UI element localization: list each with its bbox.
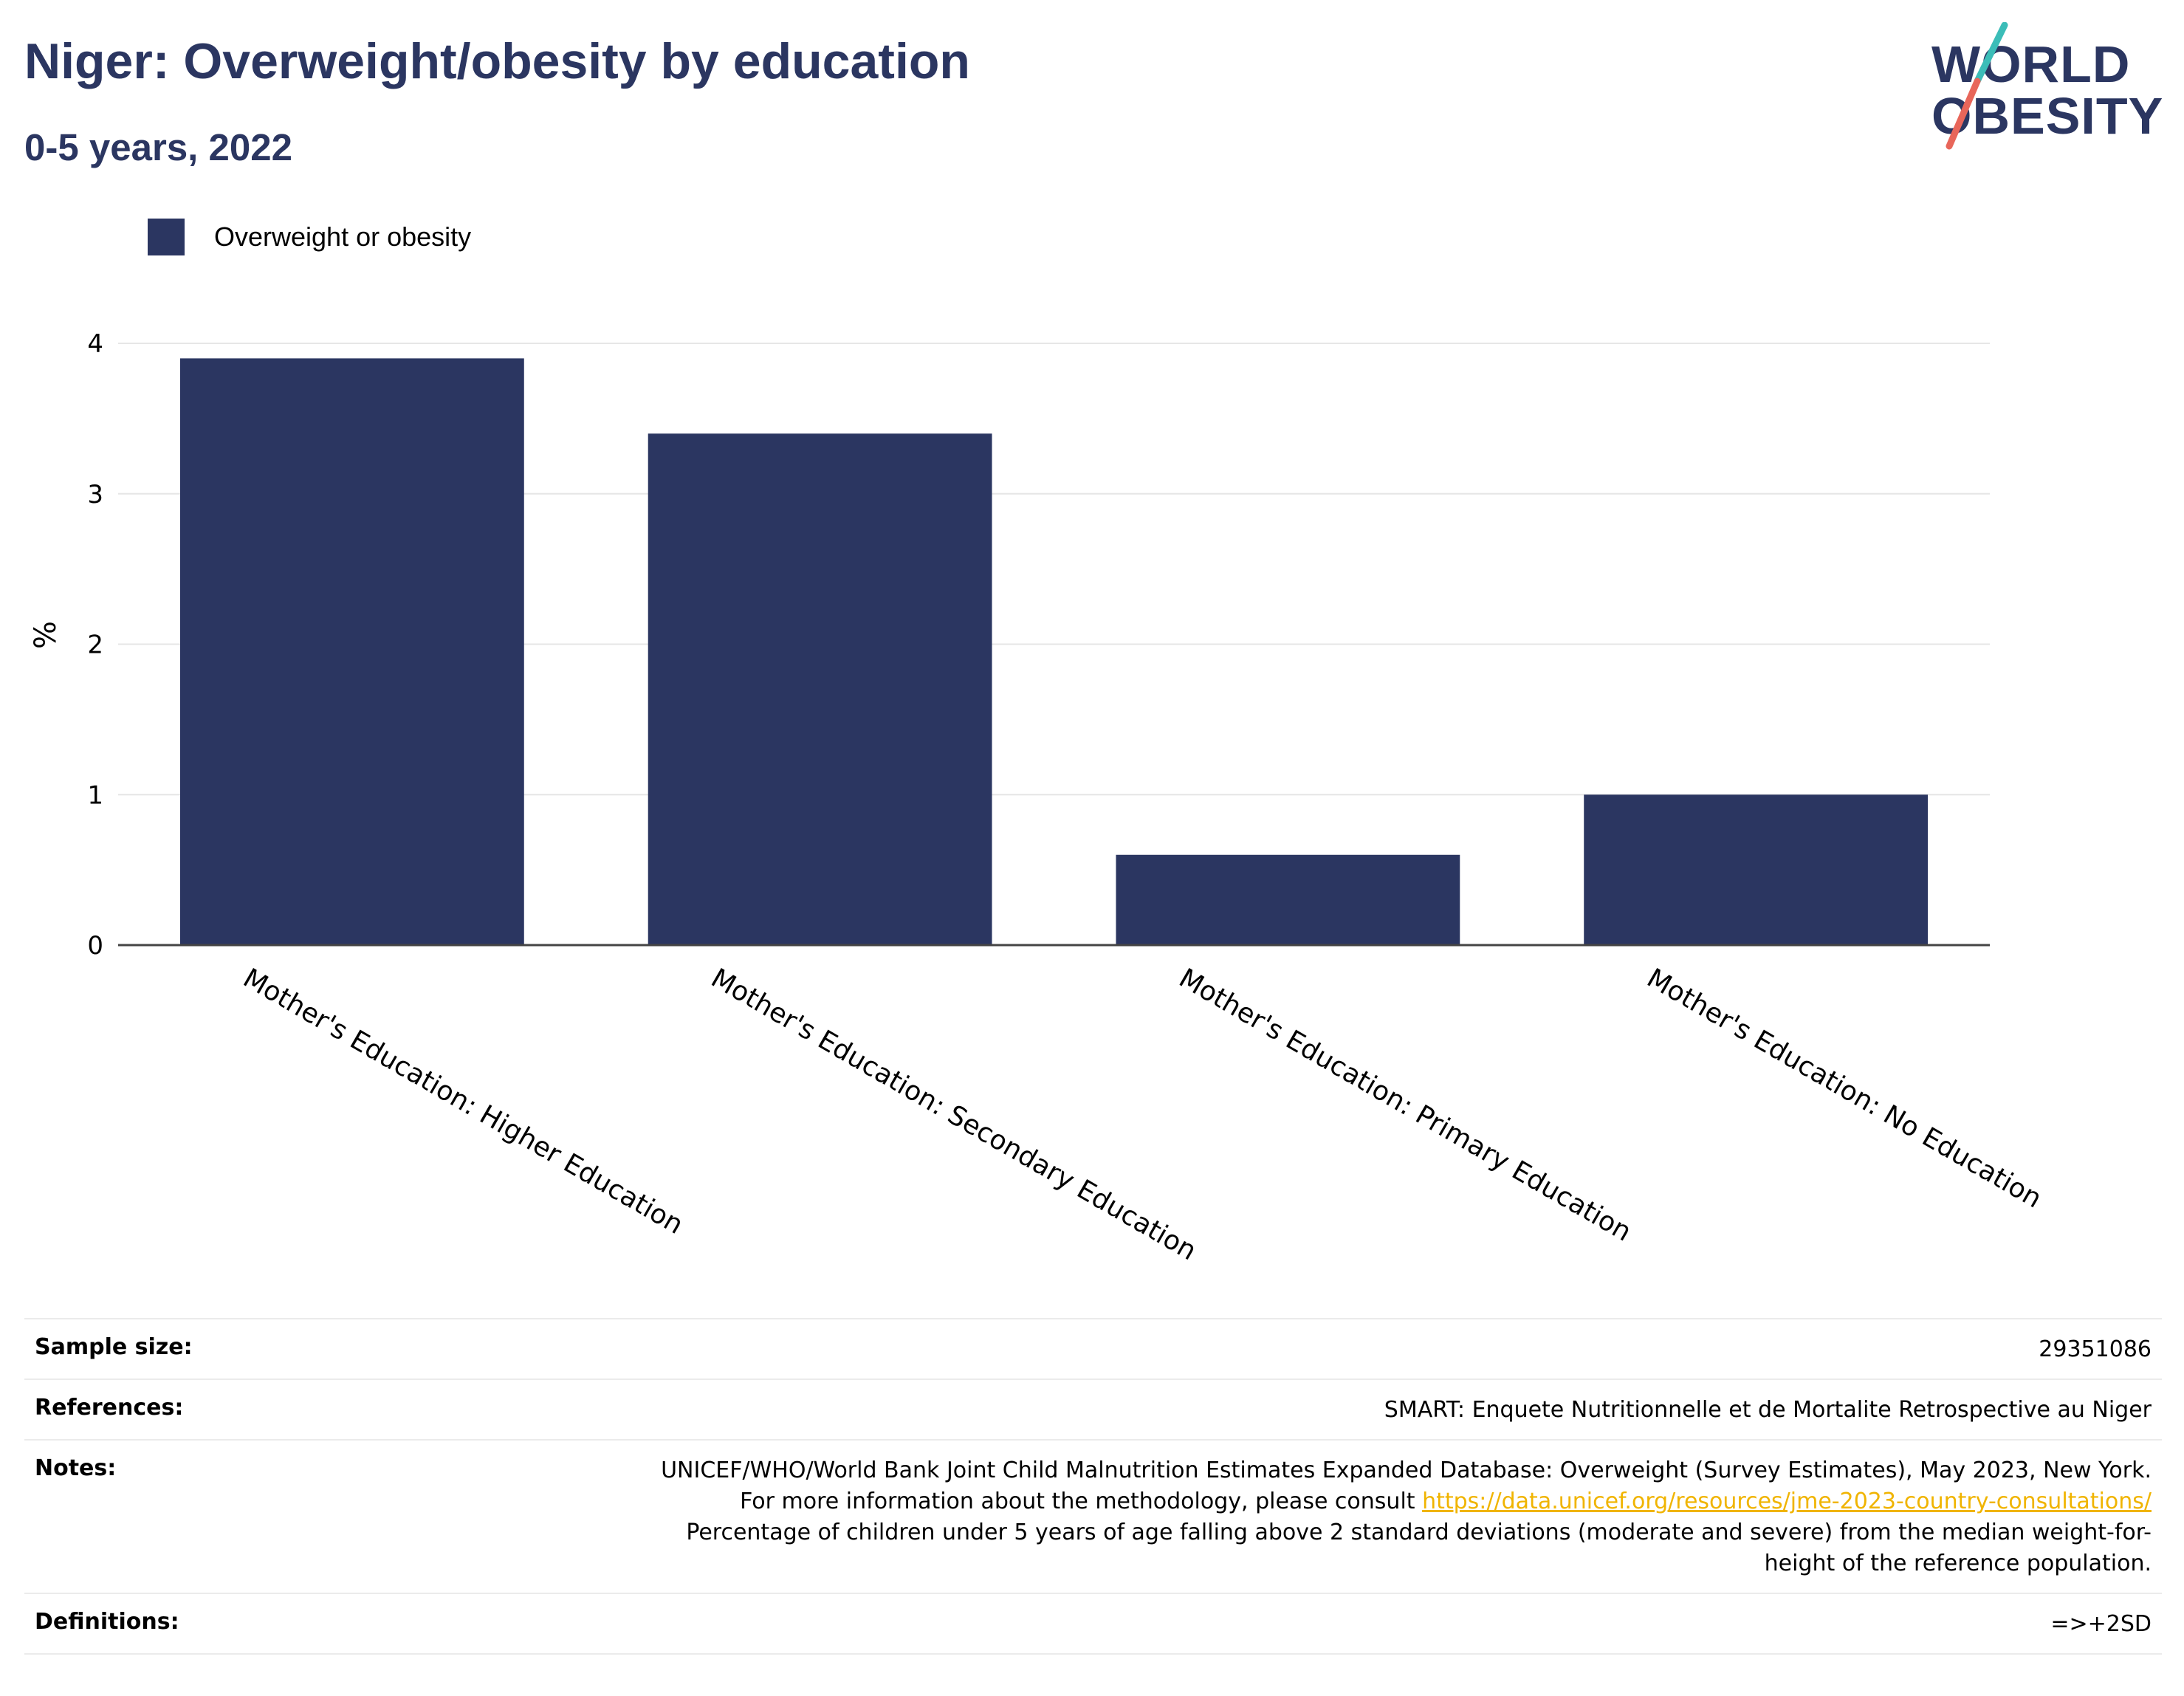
notes-value: UNICEF/WHO/World Bank Joint Child Malnut… <box>638 1455 2152 1579</box>
x-tick-label: Mother's Education: Primary Education <box>1174 963 1636 1247</box>
notes-row: Notes: UNICEF/WHO/World Bank Joint Child… <box>24 1439 2162 1593</box>
legend-swatch <box>148 219 185 255</box>
y-tick-label: 4 <box>87 329 103 359</box>
y-axis-label: % <box>29 621 63 649</box>
chart-subtitle: 0-5 years, 2022 <box>24 126 292 168</box>
legend-label: Overweight or obesity <box>214 222 471 252</box>
y-tick-label: 2 <box>87 631 103 660</box>
world-obesity-logo: WORLD OBESITY <box>1920 22 2171 155</box>
notes-text-source: UNICEF/WHO/World Bank Joint Child Malnut… <box>661 1458 2152 1514</box>
chart-title: Niger: Overweight/obesity by education <box>24 33 970 89</box>
y-tick-label: 0 <box>87 931 103 961</box>
y-axis-ticks: 0 1 2 3 4 <box>87 329 103 961</box>
notes-link[interactable]: https://data.unicef.org/resources/jme-20… <box>1422 1489 2152 1514</box>
logo-slash-icon <box>1946 22 2008 150</box>
references-row: References: SMART: Enquete Nutritionnell… <box>24 1379 2162 1439</box>
bars <box>179 358 1929 945</box>
x-tick-label: Mother's Education: Higher Education <box>238 963 688 1240</box>
x-tick-label: Mother's Education: Secondary Education <box>706 963 1201 1266</box>
references-value: SMART: Enquete Nutritionnelle et de Mort… <box>1384 1397 2152 1423</box>
sample-size-row: Sample size: 29351086 <box>24 1318 2162 1379</box>
legend: Overweight or obesity <box>148 219 471 255</box>
notes-text-definition: Percentage of children under 5 years of … <box>686 1520 2152 1576</box>
notes-label: Notes: <box>35 1455 117 1481</box>
definitions-value: =>+2SD <box>2050 1611 2152 1637</box>
y-tick-label: 1 <box>87 780 103 810</box>
bar-chart: Overweight or obesity 0 1 2 3 4 % Mother's E… <box>29 219 2047 1266</box>
y-tick-label: 3 <box>87 480 103 509</box>
definitions-row: Definitions: =>+2SD <box>24 1593 2162 1655</box>
bar <box>648 433 992 945</box>
references-label: References: <box>35 1395 184 1421</box>
x-axis-tick-labels: Mother's Education: Higher Education Moth… <box>238 963 2047 1266</box>
info-table: Sample size: 29351086 References: SMART:… <box>24 1318 2162 1655</box>
logo-text-world: WORLD <box>1931 35 2131 93</box>
definitions-label: Definitions: <box>35 1609 179 1635</box>
sample-size-value: 29351086 <box>2039 1336 2152 1362</box>
bar <box>1584 794 1929 945</box>
bar <box>1116 854 1460 945</box>
bar <box>179 358 524 945</box>
sample-size-label: Sample size: <box>35 1334 193 1360</box>
x-tick-label: Mother's Education: No Education <box>1642 963 2047 1214</box>
